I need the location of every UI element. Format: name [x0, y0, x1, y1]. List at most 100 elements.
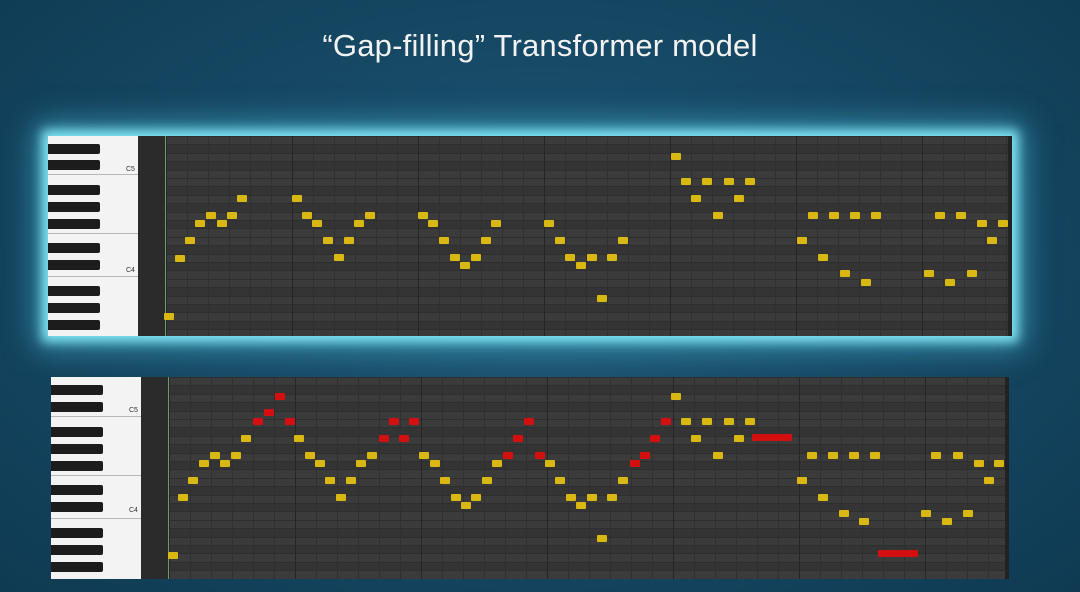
original-note — [671, 393, 681, 400]
playhead-start-line — [168, 377, 169, 579]
original-note — [818, 494, 828, 501]
original-note — [482, 477, 492, 484]
original-note — [175, 255, 185, 262]
original-note — [924, 270, 934, 277]
original-note — [481, 237, 491, 244]
original-note — [597, 295, 607, 302]
generated-note — [772, 434, 782, 441]
original-note — [439, 237, 449, 244]
generated-note — [762, 434, 772, 441]
original-note — [323, 237, 333, 244]
original-note — [587, 494, 597, 501]
original-note — [178, 494, 188, 501]
generated-note — [630, 460, 640, 467]
original-note — [967, 270, 977, 277]
original-note — [840, 270, 850, 277]
original-note — [671, 153, 681, 160]
original-note — [618, 237, 628, 244]
generated-note — [661, 418, 671, 425]
original-note — [618, 477, 628, 484]
original-note — [974, 460, 984, 467]
original-note — [681, 418, 691, 425]
original-note — [241, 435, 251, 442]
generated-note — [650, 435, 660, 442]
playhead-start-line — [165, 136, 166, 336]
original-note — [724, 418, 734, 425]
original-note — [305, 452, 315, 459]
original-note — [566, 494, 576, 501]
generated-piano-roll: C5 C4 — [51, 377, 1009, 579]
original-note — [545, 460, 555, 467]
original-note — [859, 518, 869, 525]
piano-keyboard: C5 C4 — [51, 377, 141, 579]
original-note — [597, 535, 607, 542]
original-note — [953, 452, 963, 459]
generated-note — [888, 550, 898, 557]
original-note — [220, 460, 230, 467]
original-note — [199, 460, 209, 467]
original-note — [356, 460, 366, 467]
generated-note — [264, 409, 274, 416]
original-note — [942, 518, 952, 525]
original-note — [195, 220, 205, 227]
original-note — [691, 195, 701, 202]
original-note — [745, 178, 755, 185]
original-note — [931, 452, 941, 459]
original-note — [188, 477, 198, 484]
original-note — [713, 452, 723, 459]
original-note — [807, 452, 817, 459]
original-note — [576, 502, 586, 509]
generated-note — [752, 434, 762, 441]
original-note — [185, 237, 195, 244]
original-note — [419, 452, 429, 459]
original-note — [344, 237, 354, 244]
original-note — [294, 435, 304, 442]
original-note — [292, 195, 302, 202]
original-note — [808, 212, 818, 219]
generated-note — [898, 550, 908, 557]
original-note — [544, 220, 554, 227]
original-note — [702, 178, 712, 185]
generated-note — [399, 435, 409, 442]
generated-note — [640, 452, 650, 459]
c5-label: C5 — [129, 407, 138, 414]
original-note — [471, 254, 481, 261]
original-note — [987, 237, 997, 244]
original-note — [237, 195, 247, 202]
note-grid — [166, 136, 1012, 336]
original-note — [607, 494, 617, 501]
c4-label: C4 — [129, 507, 138, 514]
original-note — [850, 212, 860, 219]
original-note — [168, 552, 178, 559]
original-note — [315, 460, 325, 467]
original-note — [734, 195, 744, 202]
original-note — [681, 178, 691, 185]
generated-note — [409, 418, 419, 425]
original-piano-roll: C5 C4 — [48, 136, 1012, 336]
generated-note — [535, 452, 545, 459]
original-note — [871, 212, 881, 219]
original-note — [336, 494, 346, 501]
original-note — [797, 477, 807, 484]
generated-note — [503, 452, 513, 459]
generated-note — [389, 418, 399, 425]
original-note — [492, 460, 502, 467]
original-note — [430, 460, 440, 467]
original-note — [724, 178, 734, 185]
original-note — [945, 279, 955, 286]
original-note — [334, 254, 344, 261]
original-note — [367, 452, 377, 459]
generated-note — [253, 418, 263, 425]
original-note — [227, 212, 237, 219]
generated-note — [524, 418, 534, 425]
original-note — [849, 452, 859, 459]
original-note — [210, 452, 220, 459]
generated-note — [285, 418, 295, 425]
original-note — [870, 452, 880, 459]
original-note — [325, 477, 335, 484]
original-note — [206, 212, 216, 219]
note-grid — [169, 377, 1009, 579]
original-note — [418, 212, 428, 219]
original-note — [829, 212, 839, 219]
generated-note — [275, 393, 285, 400]
